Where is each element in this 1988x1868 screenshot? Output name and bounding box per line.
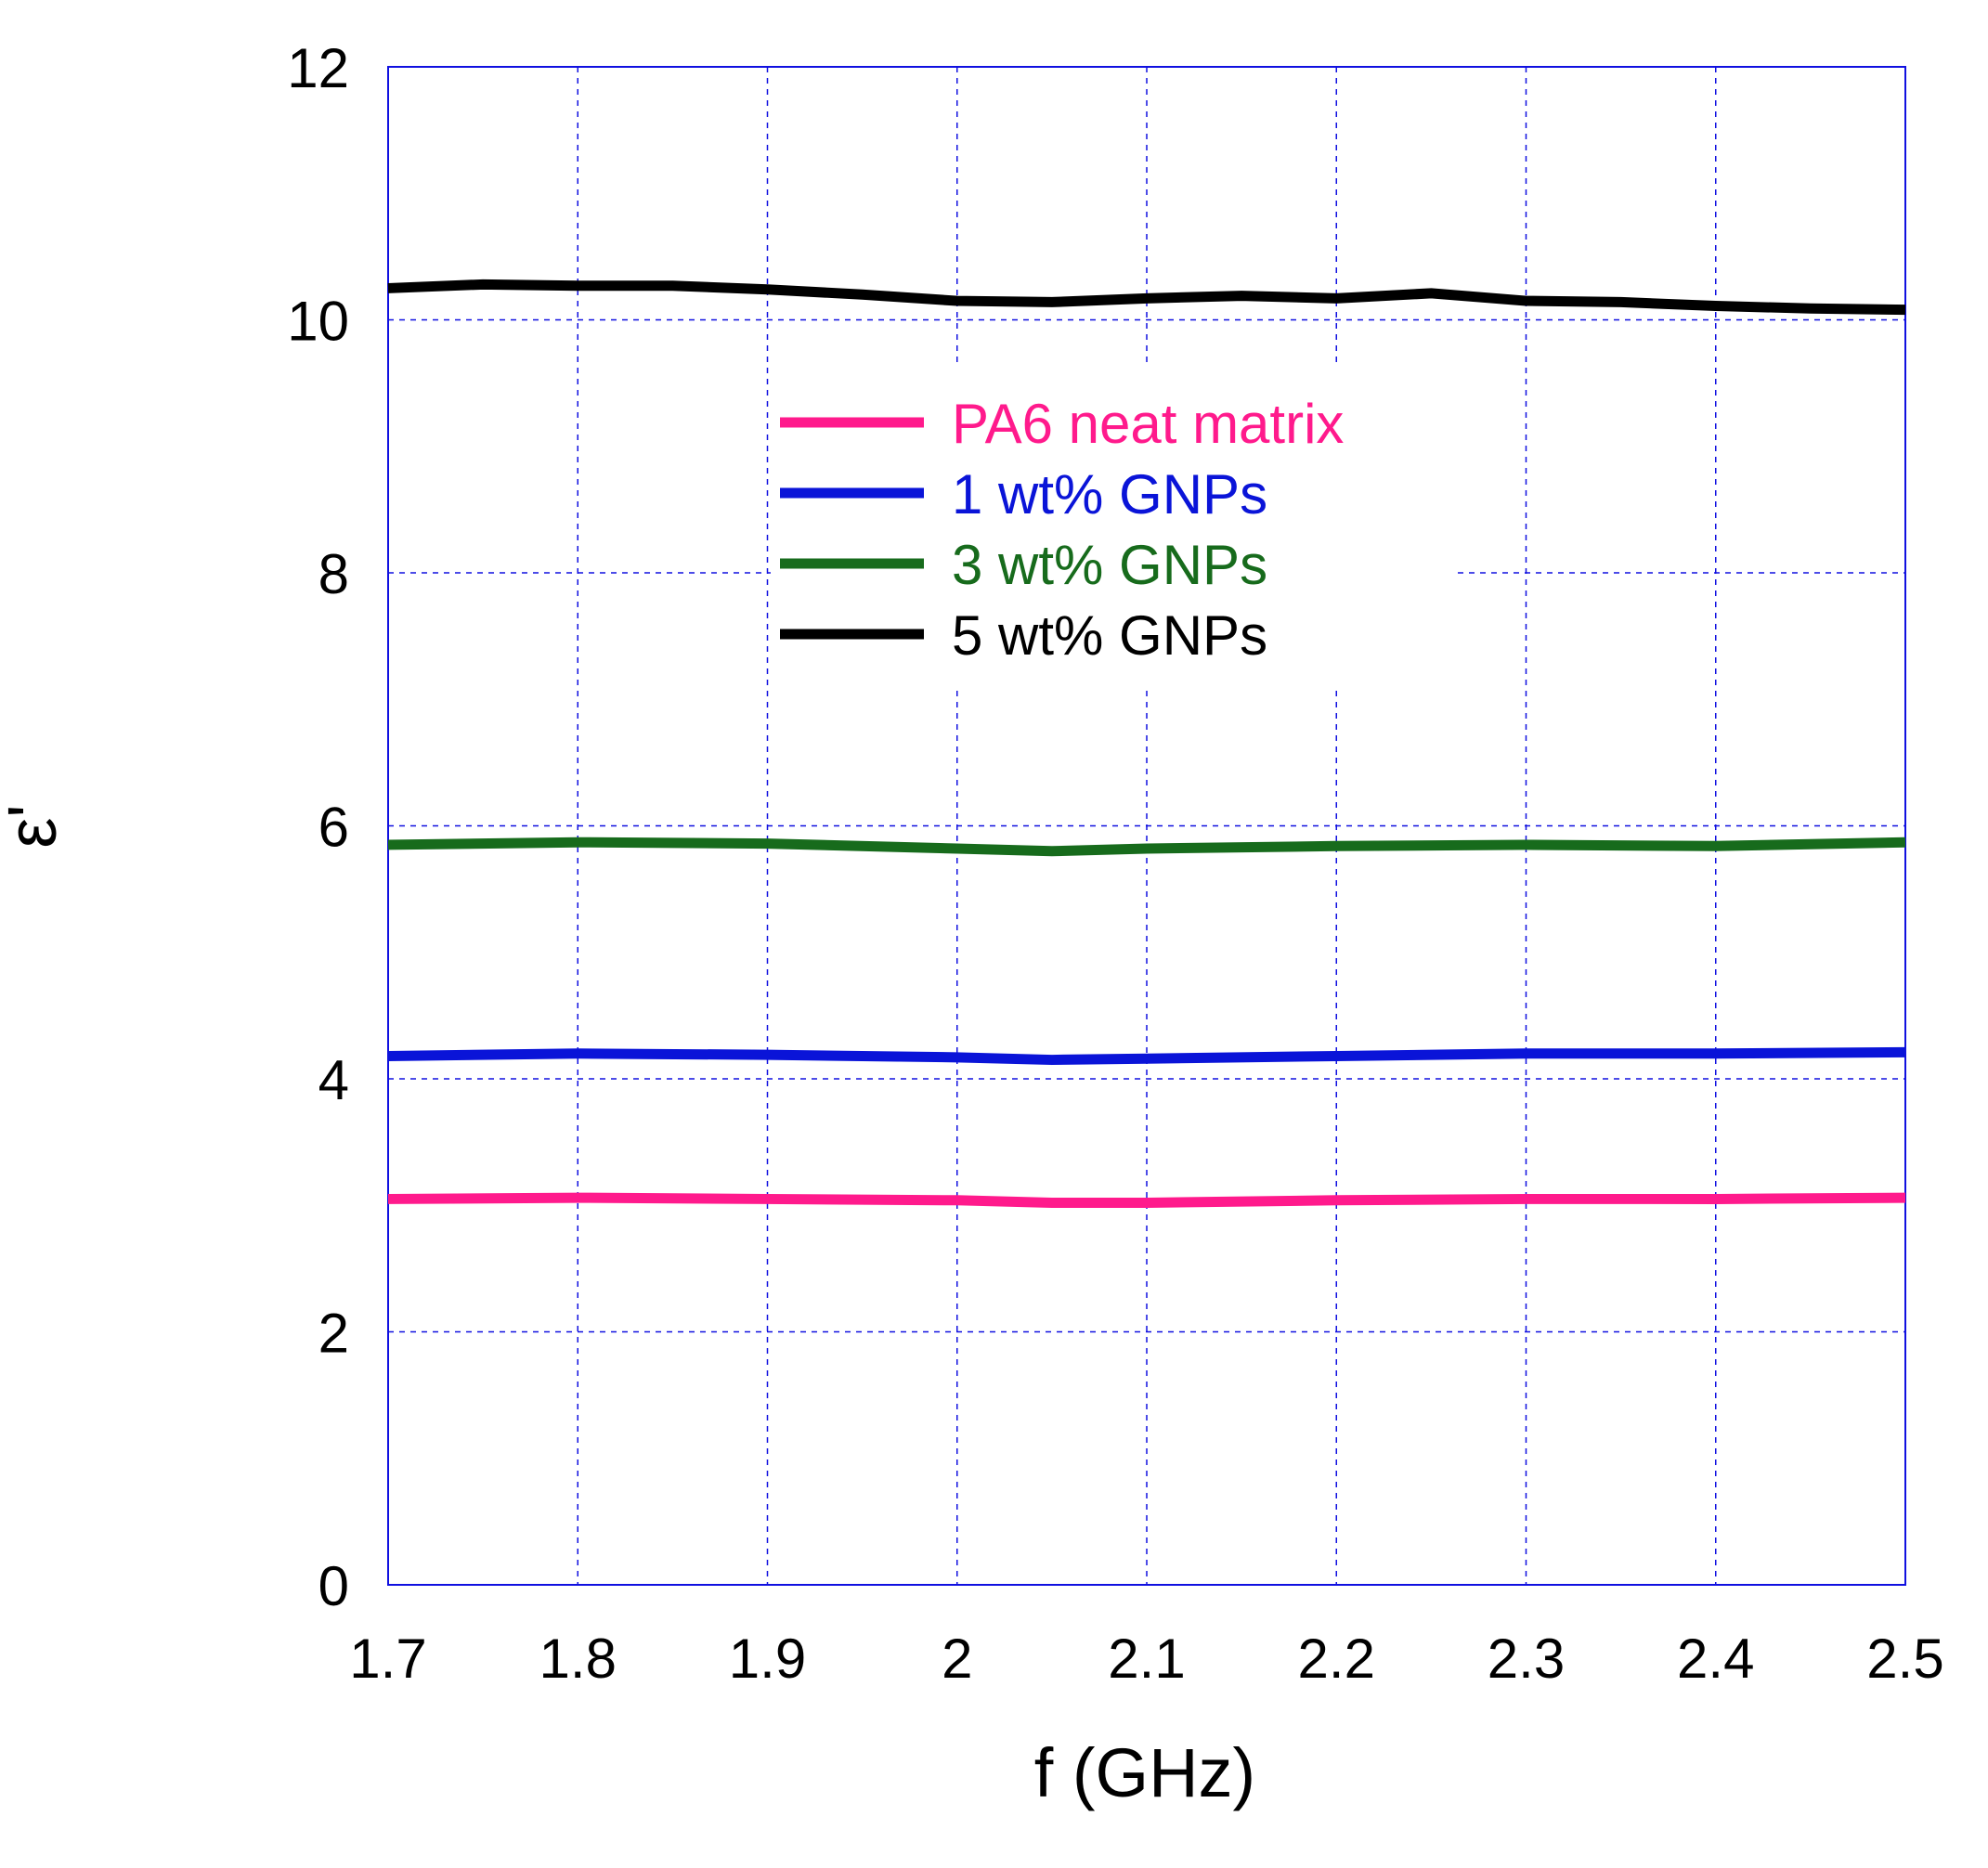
x-tick-label: 1.8 [539,1628,617,1690]
plot-area-frame [387,66,1906,1586]
y-tick-label: 8 [318,543,349,605]
y-axis-label: ε' [0,804,71,848]
x-tick-label: 2.1 [1108,1628,1185,1690]
series-line [387,837,1906,857]
legend-label: 5 wt% GNPs [952,604,1267,667]
x-tick-label: 2.3 [1488,1628,1565,1690]
y-tick-label: 0 [318,1555,349,1617]
series-line [387,1192,1906,1209]
y-tick-labels: 0 2 4 6 8 10 12 [287,37,349,1617]
legend-label: 1 wt% GNPs [952,463,1267,525]
series-line [387,279,1906,316]
y-tick-label: 10 [287,291,349,353]
legend-label: 3 wt% GNPs [952,534,1267,596]
x-tick-label: 2.2 [1298,1628,1375,1690]
x-axis-label: f (GHz) [1034,1734,1255,1811]
series-layer [387,279,1906,1209]
x-tick-labels: 1.7 1.8 1.9 2 2.1 2.2 2.3 2.4 2.5 [349,1628,1943,1690]
y-tick-label: 6 [318,797,349,859]
x-tick-label: 2.4 [1677,1628,1754,1690]
x-tick-label: 2.5 [1866,1628,1943,1690]
y-tick-label: 4 [318,1049,349,1111]
legend: PA6 neat matrix 1 wt% GNPs 3 wt% GNPs 5 wt%… [771,367,1458,686]
x-tick-label: 1.9 [729,1628,806,1690]
x-tick-label: 2 [942,1628,972,1690]
x-tick-label: 1.7 [349,1628,426,1690]
y-tick-label: 2 [318,1303,349,1365]
y-tick-label: 12 [287,37,349,99]
series-line [387,1046,1906,1066]
legend-label: PA6 neat matrix [952,393,1344,455]
